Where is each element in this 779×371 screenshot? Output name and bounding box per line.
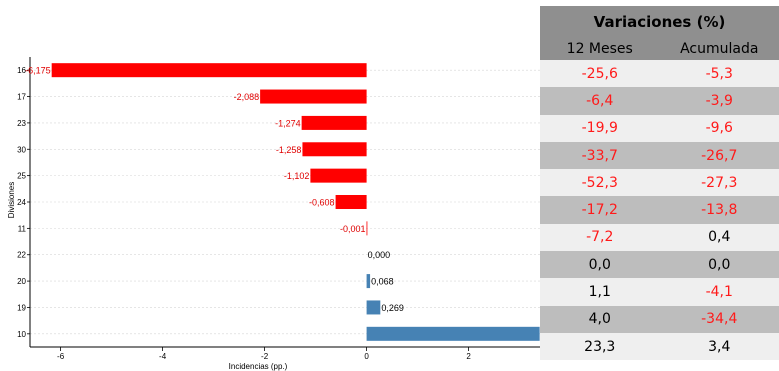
cell-acumulada: -4,1 — [659, 278, 779, 306]
cell-acumulada: -13,8 — [659, 196, 779, 224]
bar — [260, 89, 367, 104]
variations-table: Variaciones (%) 12 Meses Acumulada -25,6… — [540, 6, 779, 361]
x-axis-title: Incidencias (pp.) — [229, 362, 288, 371]
x-tick-label: -4 — [159, 352, 167, 361]
cell-12-meses: 4,0 — [540, 305, 660, 333]
y-axis-title: Divisiones — [7, 182, 16, 218]
cell-12-meses: -19,9 — [540, 114, 660, 142]
bar-value-label: -2,088 — [234, 92, 260, 102]
y-tick-label: 30 — [17, 145, 26, 154]
bar-value-label: -0,608 — [309, 198, 335, 208]
cell-acumulada: -3,9 — [659, 87, 779, 115]
y-tick-label: 22 — [17, 251, 26, 260]
cell-acumulada: -9,6 — [659, 114, 779, 142]
grid-lines — [30, 69, 540, 335]
table-row: -25,6 -5,3 — [540, 60, 779, 88]
y-tick-label: 10 — [17, 330, 26, 339]
cell-acumulada: -27,3 — [659, 169, 779, 197]
cell-12-meses: 0,0 — [540, 251, 660, 279]
x-tick-label: 2 — [466, 352, 471, 361]
y-tick-label: 24 — [17, 198, 26, 207]
cell-acumulada: 3,4 — [659, 332, 779, 361]
cell-acumulada: -34,4 — [659, 305, 779, 333]
cell-12-meses: -52,3 — [540, 169, 660, 197]
table-row: 23,3 3,4 — [540, 332, 779, 361]
bar-value-label: 0,269 — [381, 303, 404, 313]
table-title: Variaciones (%) — [540, 6, 779, 37]
bar — [366, 221, 368, 236]
labels: 16 -6,175 17 -2,088 23 -1,274 30 -1,258 25 -1,102… — [17, 66, 471, 361]
table-row: -19,9 -9,6 — [540, 114, 779, 142]
cell-acumulada: -26,7 — [659, 141, 779, 170]
bar — [51, 63, 367, 78]
table-row: 4,0 -34,4 — [540, 305, 779, 333]
bar — [310, 168, 367, 183]
table-row: -52,3 -27,3 — [540, 169, 779, 197]
cell-acumulada: 0,0 — [659, 251, 779, 279]
bar — [302, 142, 367, 157]
table-row: 0,0 0,0 — [540, 251, 779, 279]
y-tick-label: 20 — [17, 277, 26, 286]
bar-value-label: -1,274 — [275, 118, 301, 128]
x-tick-label: 0 — [364, 352, 369, 361]
cell-12-meses: -7,2 — [540, 223, 660, 252]
y-tick-label: 19 — [17, 303, 26, 312]
cell-12-meses: -17,2 — [540, 196, 660, 224]
bar — [301, 115, 367, 130]
bar-value-label: -1,258 — [276, 145, 302, 155]
cell-12-meses: -6,4 — [540, 87, 660, 115]
x-tick-label: -2 — [261, 352, 269, 361]
table-body: -25,6 -5,3 -6,4 -3,9 -19,9 -9,6 -33,7 -26,7 -52,… — [540, 60, 779, 361]
bars — [51, 63, 540, 341]
cell-12-meses: 1,1 — [540, 278, 660, 306]
column-header-acumulada: Acumulada — [659, 37, 779, 60]
table-row: -17,2 -13,8 — [540, 196, 779, 224]
bar — [366, 300, 381, 315]
bar-value-label: 0,000 — [368, 250, 391, 260]
bar — [366, 274, 371, 289]
column-header-12-meses: 12 Meses — [540, 37, 660, 60]
x-tick-label: -6 — [57, 352, 65, 361]
y-tick-label: 23 — [17, 119, 26, 128]
table-row: -7,2 0,4 — [540, 223, 779, 252]
y-tick-label: 16 — [17, 66, 26, 75]
cell-acumulada: -5,3 — [659, 60, 779, 88]
table-row: -33,7 -26,7 — [540, 141, 779, 170]
cell-12-meses: -33,7 — [540, 141, 660, 170]
bar-value-label: 0,068 — [371, 277, 394, 287]
cell-12-meses: -25,6 — [540, 60, 660, 88]
y-tick-label: 25 — [17, 172, 26, 181]
bar — [366, 326, 540, 341]
table-row: 1,1 -4,1 — [540, 278, 779, 306]
bar-value-label: -6,175 — [25, 66, 51, 76]
y-tick-label: 17 — [17, 93, 26, 102]
table-row: -6,4 -3,9 — [540, 87, 779, 115]
cell-acumulada: 0,4 — [659, 223, 779, 252]
cell-12-meses: 23,3 — [540, 332, 660, 361]
y-tick-label: 11 — [18, 224, 27, 233]
bar-value-label: -1,102 — [284, 171, 310, 181]
incidence-bar-chart: 16 -6,175 17 -2,088 23 -1,274 30 -1,258 25 -1,102… — [7, 57, 540, 371]
bar — [335, 195, 367, 209]
bar-value-label: -0,001 — [340, 224, 366, 234]
